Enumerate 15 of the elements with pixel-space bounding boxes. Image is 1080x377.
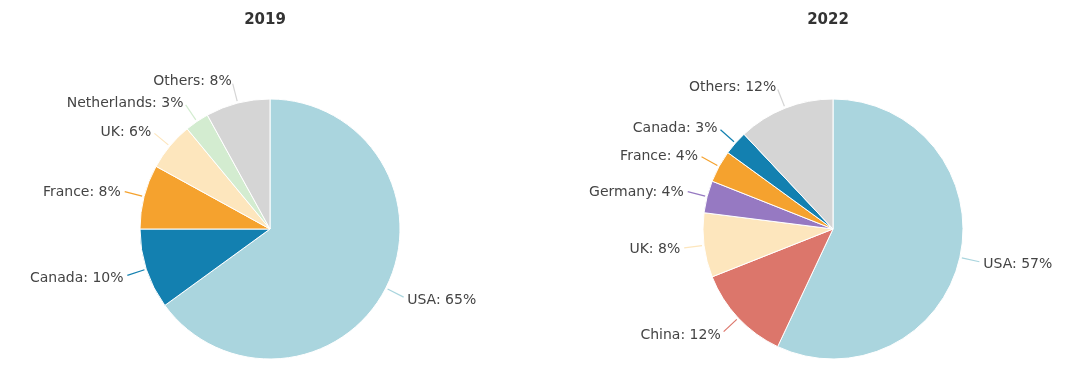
slice-label: Canada: 10% bbox=[29, 268, 124, 285]
slice-label: Others: 12% bbox=[688, 77, 777, 94]
slice-label: France: 8% bbox=[42, 182, 121, 199]
chart-title: 2022 bbox=[806, 10, 850, 28]
slice-label: USA: 65% bbox=[407, 290, 477, 307]
slice-label: Germany: 4% bbox=[589, 182, 684, 199]
slice-label: China: 12% bbox=[640, 326, 721, 343]
slice-label: UK: 6% bbox=[100, 122, 152, 139]
slice-label: France: 4% bbox=[620, 146, 699, 163]
slice-label: Netherlands: 3% bbox=[66, 93, 184, 110]
slice-label: USA: 57% bbox=[983, 254, 1053, 271]
slice-label: UK: 8% bbox=[629, 240, 681, 257]
slice-label: Others: 8% bbox=[153, 71, 232, 88]
slice-label: Canada: 3% bbox=[632, 119, 718, 136]
chart-title: 2019 bbox=[243, 10, 287, 28]
